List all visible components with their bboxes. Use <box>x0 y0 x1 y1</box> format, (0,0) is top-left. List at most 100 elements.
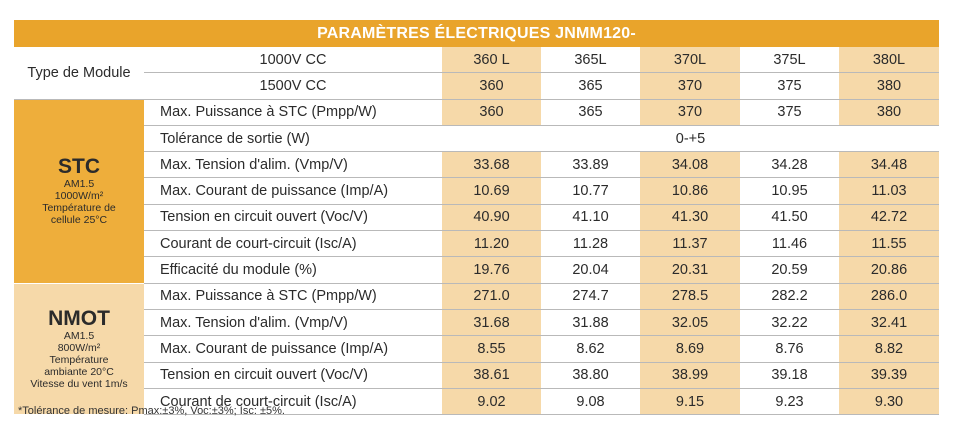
stc-group-cell: STC AM1.5 1000W/m² Température de cellule 25… <box>14 99 144 284</box>
nmot-condition: ambiante 20°C <box>44 365 114 378</box>
table-row: Tension en circuit ouvert (Voc/V) 40.90 41… <box>14 204 939 232</box>
footnote: *Tolérance de mesure: Pmax:±3%, Voc:±3%;… <box>18 405 285 417</box>
parameter-label: Tolérance de sortie (W) <box>144 125 442 153</box>
table-row: Max. Tension d'alim. (Vmp/V) 31.68 31.88 32… <box>14 309 939 337</box>
table-row: Max. Courant de puissance (Imp/A) 10.69 10… <box>14 177 939 205</box>
value-cell: 8.55 <box>442 335 541 363</box>
value-cell: 8.62 <box>541 335 640 363</box>
value-cell: 271.0 <box>442 283 541 310</box>
value-cell: 10.86 <box>640 177 740 205</box>
value-cell: 11.28 <box>541 230 640 258</box>
value-cell: 8.82 <box>839 335 939 363</box>
value-cell: 38.80 <box>541 362 640 389</box>
value-cell: 32.41 <box>839 309 939 337</box>
value-cell: 9.15 <box>640 388 740 416</box>
value-cell: 365 <box>541 72 640 100</box>
value-cell: 20.86 <box>839 256 939 284</box>
value-cell: 34.08 <box>640 151 740 179</box>
parameter-label: Efficacité du module (%) <box>144 256 442 284</box>
nmot-condition: AM1.5 <box>63 329 95 342</box>
value-cell: 42.72 <box>839 204 939 232</box>
value-cell: 41.50 <box>740 204 839 232</box>
value-cell: 31.68 <box>442 309 541 337</box>
type-module-label: Type de Module <box>14 47 144 100</box>
value-cell: 380 <box>839 72 939 100</box>
value-cell: 38.61 <box>442 362 541 389</box>
stc-condition: Température de <box>42 202 116 215</box>
value-cell: 370 <box>640 72 740 100</box>
stc-condition: 1000W/m² <box>54 190 104 203</box>
nmot-condition: Température <box>49 353 109 366</box>
value-cell: 19.76 <box>442 256 541 284</box>
table-title: PARAMÈTRES ÉLECTRIQUES JNMM120- <box>14 20 939 47</box>
value-cell: 282.2 <box>740 283 839 310</box>
value-cell: 41.30 <box>640 204 740 232</box>
value-cell: 278.5 <box>640 283 740 310</box>
parameter-label: Max. Tension d'alim. (Vmp/V) <box>144 309 442 337</box>
parameter-label: Courant de court-circuit (Isc/A) <box>144 388 442 416</box>
nmot-condition: Vitesse du vent 1m/s <box>30 377 128 390</box>
table-row: Courant de court-circuit (Isc/A) 11.20 11.… <box>14 230 939 258</box>
value-cell: 20.04 <box>541 256 640 284</box>
stc-condition: cellule 25°C <box>50 214 108 227</box>
table-row: STC AM1.5 1000W/m² Température de cellule 25… <box>14 99 939 284</box>
nmot-title: NMOT <box>48 306 110 330</box>
value-cell: 380 <box>839 99 939 126</box>
parameter-label: Max. Courant de puissance (Imp/A) <box>144 335 442 363</box>
value-cell: 20.31 <box>640 256 740 284</box>
value-cell: 33.68 <box>442 151 541 179</box>
table-row: Efficacité du module (%) 19.76 20.04 20.31 2… <box>14 256 939 284</box>
nmot-group-cell: NMOT AM1.5 800W/m² Température ambiante 20°C… <box>14 283 144 416</box>
table-row: Tension en circuit ouvert (Voc/V) 38.61 38… <box>14 362 939 389</box>
table-row: NMOT AM1.5 800W/m² Température ambiante 20°C… <box>14 283 939 416</box>
electrical-parameters-table: Type de Module 1000V CC 360 L 365L 370L 375L 3… <box>14 47 939 416</box>
value-cell-merged: 0-+5 <box>442 125 939 153</box>
value-cell: 9.23 <box>740 388 839 416</box>
voltage-label: 1500V CC <box>144 72 442 100</box>
value-cell: 10.77 <box>541 177 640 205</box>
value-cell: 38.99 <box>640 362 740 389</box>
value-cell: 360 <box>442 99 541 126</box>
value-cell: 11.37 <box>640 230 740 258</box>
parameter-label: Tension en circuit ouvert (Voc/V) <box>144 204 442 232</box>
parameter-label: Max. Tension d'alim. (Vmp/V) <box>144 151 442 179</box>
table-row: Type de Module 1000V CC 360 L 365L 370L 375L 3… <box>14 47 939 100</box>
value-cell: 10.69 <box>442 177 541 205</box>
table-row: 1500V CC 360 365 370 375 380 <box>14 72 939 100</box>
value-cell: 8.76 <box>740 335 839 363</box>
value-cell: 10.95 <box>740 177 839 205</box>
table-row: Courant de court-circuit (Isc/A) 9.02 9.08… <box>14 388 939 416</box>
value-cell: 20.59 <box>740 256 839 284</box>
value-cell: 9.02 <box>442 388 541 416</box>
value-cell: 39.18 <box>740 362 839 389</box>
stc-condition: AM1.5 <box>63 178 95 191</box>
value-cell: 11.03 <box>839 177 939 205</box>
value-cell: 33.89 <box>541 151 640 179</box>
stc-title: STC <box>58 155 100 179</box>
voltage-label: 1000V CC <box>144 47 442 74</box>
value-cell: 31.88 <box>541 309 640 337</box>
value-cell: 380L <box>839 47 939 74</box>
value-cell: 11.46 <box>740 230 839 258</box>
value-cell: 360 <box>442 72 541 100</box>
value-cell: 365L <box>541 47 640 74</box>
parameter-label: Max. Courant de puissance (Imp/A) <box>144 177 442 205</box>
value-cell: 32.05 <box>640 309 740 337</box>
value-cell: 40.90 <box>442 204 541 232</box>
value-cell: 8.69 <box>640 335 740 363</box>
value-cell: 39.39 <box>839 362 939 389</box>
value-cell: 274.7 <box>541 283 640 310</box>
value-cell: 9.08 <box>541 388 640 416</box>
value-cell: 32.22 <box>740 309 839 337</box>
nmot-condition: 800W/m² <box>57 341 101 354</box>
table-row: Max. Tension d'alim. (Vmp/V) 33.68 33.89 34… <box>14 151 939 179</box>
parameter-label: Tension en circuit ouvert (Voc/V) <box>144 362 442 389</box>
value-cell: 370 <box>640 99 740 126</box>
value-cell: 34.48 <box>839 151 939 179</box>
value-cell: 286.0 <box>839 283 939 310</box>
value-cell: 34.28 <box>740 151 839 179</box>
value-cell: 375L <box>740 47 839 74</box>
value-cell: 375 <box>740 99 839 126</box>
parameter-label: Max. Puissance à STC (Pmpp/W) <box>144 283 442 310</box>
table-row: Tolérance de sortie (W) 0-+5 <box>14 125 939 153</box>
